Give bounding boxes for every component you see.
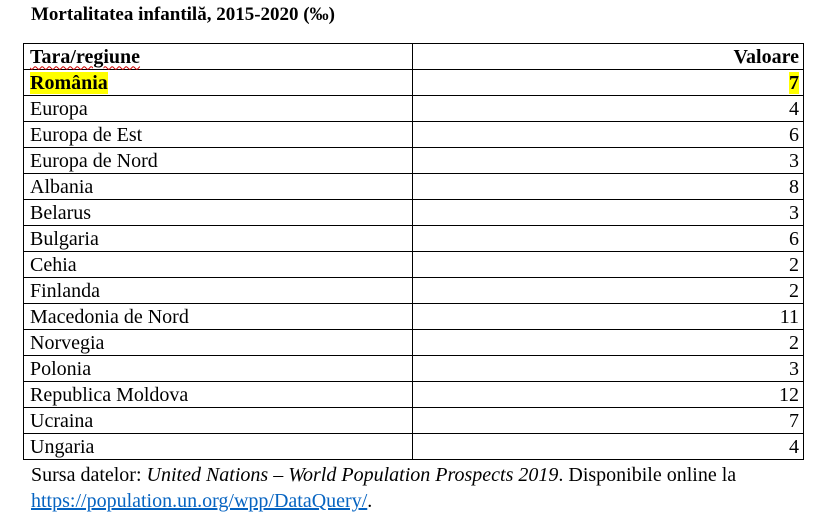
source-end: . xyxy=(367,490,373,512)
row-value-label: 7 xyxy=(789,71,799,94)
row-country-label: Cehia xyxy=(30,253,77,276)
source-note: Sursa datelor: United Nations – World Po… xyxy=(31,462,811,514)
table-header-row: Tara/regiune Valoare xyxy=(23,43,804,70)
row-country: Ungaria xyxy=(23,433,413,460)
row-country: Cehia xyxy=(23,251,413,278)
table-row: Belarus 3 xyxy=(23,199,804,226)
mortality-table: Tara/regiune Valoare România 7 Europa 4 Euro… xyxy=(23,43,804,460)
page-title: Mortalitatea infantilă, 2015-2020 (‰) xyxy=(31,4,335,25)
table-row: Europa de Est 6 xyxy=(23,121,804,148)
row-value: 11 xyxy=(412,303,804,330)
row-country-label: Republica Moldova xyxy=(30,383,189,406)
row-value-label: 3 xyxy=(789,357,799,380)
row-country-label: Bulgaria xyxy=(30,227,99,250)
table-row: Cehia 2 xyxy=(23,251,804,278)
row-value: 3 xyxy=(412,355,804,382)
row-country-label: Europa xyxy=(30,97,88,120)
row-country-label: Finlanda xyxy=(30,279,100,302)
row-country: Norvegia xyxy=(23,329,413,356)
row-country-label: Europa de Nord xyxy=(30,149,158,172)
row-value: 3 xyxy=(412,199,804,226)
row-value-label: 12 xyxy=(779,383,799,406)
header-country: Tara/regiune xyxy=(23,43,413,70)
table-row: România 7 xyxy=(23,69,804,96)
table-row: Republica Moldova 12 xyxy=(23,381,804,408)
row-country: Macedonia de Nord xyxy=(23,303,413,330)
row-value: 7 xyxy=(412,407,804,434)
row-value-label: 7 xyxy=(789,409,799,432)
source-suffix: . Disponibile online la xyxy=(558,464,737,486)
table-row: Europa 4 xyxy=(23,95,804,122)
row-country: Finlanda xyxy=(23,277,413,304)
row-country: Republica Moldova xyxy=(23,381,413,408)
row-value-label: 11 xyxy=(779,305,799,328)
row-value-label: 2 xyxy=(789,279,799,302)
header-value: Valoare xyxy=(412,43,804,70)
row-value: 7 xyxy=(412,69,804,96)
row-country-label: Ucraina xyxy=(30,409,94,432)
row-country-label: Belarus xyxy=(30,201,92,224)
row-value-label: 6 xyxy=(789,227,799,250)
row-value: 4 xyxy=(412,433,804,460)
row-value: 6 xyxy=(412,121,804,148)
row-country: Europa xyxy=(23,95,413,122)
row-country-label: Polonia xyxy=(30,357,92,380)
row-value-label: 4 xyxy=(789,97,799,120)
row-country: Europa de Nord xyxy=(23,147,413,174)
row-country-label: România xyxy=(30,71,108,94)
table-row: Polonia 3 xyxy=(23,355,804,382)
row-country: Polonia xyxy=(23,355,413,382)
row-country: Europa de Est xyxy=(23,121,413,148)
table-row: Ungaria 4 xyxy=(23,433,804,460)
row-country-label: Ungaria xyxy=(30,435,95,458)
row-country: România xyxy=(23,69,413,96)
row-value-label: 2 xyxy=(789,331,799,354)
row-value-label: 6 xyxy=(789,123,799,146)
row-value: 2 xyxy=(412,329,804,356)
row-value: 4 xyxy=(412,95,804,122)
source-prefix: Sursa datelor: xyxy=(31,464,147,486)
row-country: Ucraina xyxy=(23,407,413,434)
row-value: 12 xyxy=(412,381,804,408)
row-value: 3 xyxy=(412,147,804,174)
header-country-label: Tara/regiune xyxy=(30,45,141,68)
table-row: Macedonia de Nord 11 xyxy=(23,303,804,330)
table-row: Bulgaria 6 xyxy=(23,225,804,252)
table-row: Europa de Nord 3 xyxy=(23,147,804,174)
table-row: Finlanda 2 xyxy=(23,277,804,304)
table-row: Albania 8 xyxy=(23,173,804,200)
source-title: United Nations – World Population Prospe… xyxy=(146,464,559,486)
row-value-label: 2 xyxy=(789,253,799,276)
row-value-label: 3 xyxy=(789,149,799,172)
row-country-label: Macedonia de Nord xyxy=(30,305,189,328)
row-value-label: 4 xyxy=(789,435,799,458)
row-value-label: 8 xyxy=(789,175,799,198)
row-value: 2 xyxy=(412,251,804,278)
source-link[interactable]: https://population.un.org/wpp/DataQuery/ xyxy=(31,490,368,512)
row-country-label: Albania xyxy=(30,175,94,198)
row-country-label: Norvegia xyxy=(30,331,105,354)
row-value-label: 3 xyxy=(789,201,799,224)
table-row: Norvegia 2 xyxy=(23,329,804,356)
row-value: 2 xyxy=(412,277,804,304)
row-country: Albania xyxy=(23,173,413,200)
row-value: 8 xyxy=(412,173,804,200)
row-country: Belarus xyxy=(23,199,413,226)
row-value: 6 xyxy=(412,225,804,252)
table-row: Ucraina 7 xyxy=(23,407,804,434)
row-country: Bulgaria xyxy=(23,225,413,252)
row-country-label: Europa de Est xyxy=(30,123,143,146)
